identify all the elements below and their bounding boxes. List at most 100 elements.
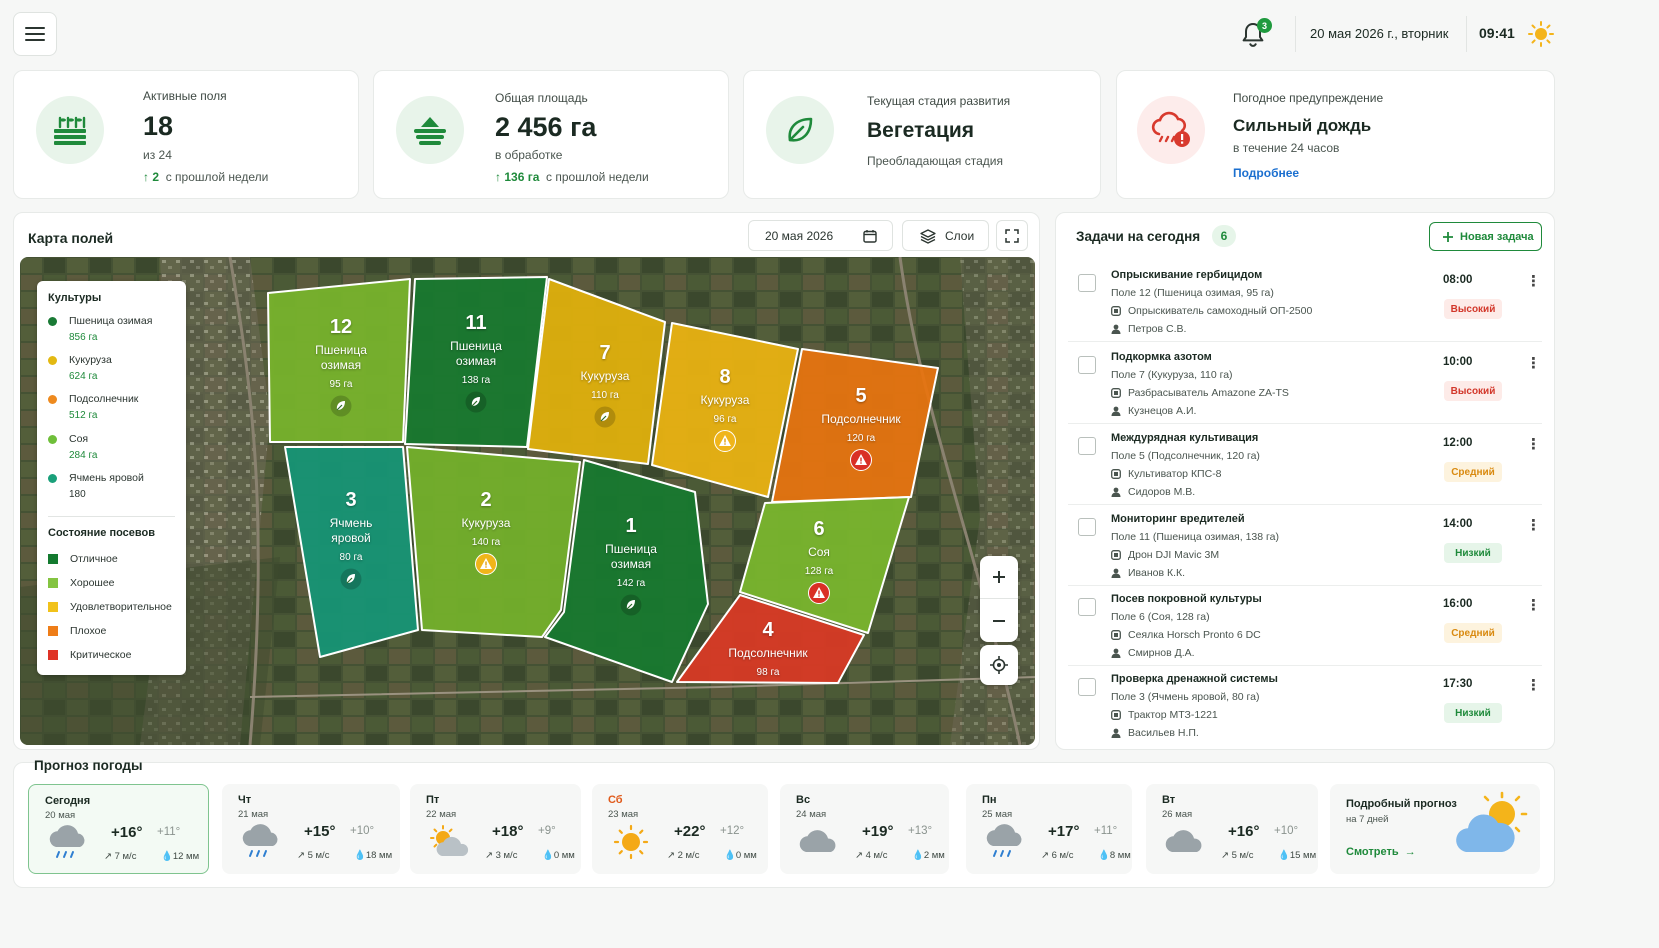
equipment-icon [1111, 550, 1121, 560]
person-icon [1111, 728, 1121, 738]
weather-day-card[interactable]: Пн 25 мая +17° +11° ↗ 6 м/с 💧8 мм [966, 784, 1132, 874]
cloud-icon [798, 824, 840, 860]
detail-link[interactable]: Смотреть → [1346, 846, 1416, 858]
details-link[interactable]: Подробнее [1233, 166, 1300, 180]
droplet-icon: 💧 [542, 850, 554, 861]
field-crop: Кукуруза [580, 369, 630, 383]
task-title: Междурядная культивация [1111, 432, 1259, 444]
map-date-label: 20 мая 2026 [765, 228, 834, 243]
field-crop: Пшеница [450, 339, 502, 353]
task-field: Поле 12 (Пшеница озимая, 95 га) [1111, 287, 1274, 299]
field-crop-2: озимая [610, 557, 652, 571]
field-crop-2: яровой [331, 531, 371, 545]
map-date-picker[interactable]: 20 мая 2026 [748, 220, 893, 251]
field-label-12: 12 Пшеница озимая 95 га [281, 316, 401, 417]
field-crop: Кукуруза [700, 393, 750, 407]
legend-state: Удовлетворительное [48, 601, 172, 613]
wind-arrow-icon: ↗ [1221, 850, 1229, 861]
weather-day-card[interactable]: Пт 22 мая +18° +9° ↗ 3 м/с 💧0 мм [410, 784, 581, 874]
fullscreen-button[interactable] [996, 220, 1028, 251]
leaf-status-icon [594, 406, 616, 428]
weather-day-card[interactable]: Сегодня 20 мая +16° +11° ↗ 7 м/с 💧12 мм [28, 784, 209, 874]
weather-day-date: 23 мая [608, 809, 639, 820]
weather-day-card[interactable]: Чт 21 мая +15° +10° ↗ 5 м/с 💧18 мм [222, 784, 400, 874]
weather-temp-high: +22° [674, 823, 706, 840]
weather-precip: 💧2 мм [912, 850, 945, 861]
weather-day-card[interactable]: Вс 24 мая +19° +13° ↗ 4 м/с 💧2 мм [780, 784, 949, 874]
task-checkbox[interactable] [1078, 274, 1096, 292]
task-time: 10:00 [1443, 356, 1473, 368]
field-crop-2: озимая [320, 358, 362, 372]
person-icon [1111, 648, 1121, 658]
field-3[interactable] [284, 446, 419, 658]
weather-temp-high: +19° [862, 823, 894, 840]
field-number: 5 [855, 385, 867, 407]
leaf-status-icon [330, 395, 352, 417]
field-crop: Кукуруза [461, 516, 511, 530]
kpi-active-fields: Активные поля 18 из 24 ↑ 2 с прошлой нед… [13, 70, 359, 199]
weather-temp-low: +10° [1274, 825, 1299, 837]
weather-day-card[interactable]: Сб 23 мая +22° +12° ↗ 2 м/с 💧0 мм [592, 784, 768, 874]
weather-detail-card[interactable]: Подробный прогноз на 7 дней Смотреть → [1330, 784, 1540, 874]
crops-legend-title: Культуры [48, 292, 102, 304]
layers-label: Слои [945, 228, 975, 243]
task-checkbox[interactable] [1078, 598, 1096, 616]
task-checkbox[interactable] [1078, 437, 1096, 455]
more-options-icon[interactable]: ⋮ [1526, 436, 1541, 453]
map-legend: Культуры Пшеница озимая 856 га Кукуруза 62… [37, 281, 186, 675]
weather-precip: 💧0 мм [724, 850, 757, 861]
task-time: 08:00 [1443, 274, 1473, 286]
task-item[interactable]: Посев покровной культуры Поле 6 (Соя, 128… [1068, 586, 1542, 666]
task-field: Поле 6 (Соя, 128 га) [1111, 611, 1210, 623]
field-1[interactable] [544, 459, 709, 683]
field-8[interactable] [651, 322, 799, 498]
field-crop: Ячмень [329, 516, 373, 530]
more-options-icon[interactable]: ⋮ [1526, 273, 1541, 290]
field-4[interactable] [676, 594, 865, 684]
tasks-count-badge: 6 [1212, 225, 1236, 247]
leaf-icon [788, 117, 813, 142]
locate-button[interactable] [980, 645, 1018, 685]
more-options-icon[interactable]: ⋮ [1526, 517, 1541, 534]
task-item[interactable]: Подкормка азотом Поле 7 (Кукуруза, 110 га… [1068, 344, 1542, 424]
task-item[interactable]: Проверка дренажной системы Поле 3 (Ячмень… [1068, 666, 1542, 746]
menu-button[interactable] [13, 12, 57, 56]
task-item[interactable]: Мониторинг вредителей Поле 11 (Пшеница оз… [1068, 506, 1542, 586]
weather-day-name: Чт [238, 794, 252, 806]
more-options-icon[interactable]: ⋮ [1526, 677, 1541, 694]
more-options-icon[interactable]: ⋮ [1526, 355, 1541, 372]
task-checkbox[interactable] [1078, 518, 1096, 536]
task-checkbox[interactable] [1078, 678, 1096, 696]
task-person: Петров С.В. [1111, 323, 1186, 335]
weather-day-date: 24 мая [796, 809, 827, 820]
more-options-icon[interactable]: ⋮ [1526, 597, 1541, 614]
task-item[interactable]: Опрыскивание гербицидом Поле 12 (Пшеница … [1068, 262, 1542, 342]
task-person: Сидоров М.В. [1111, 486, 1195, 498]
zoom-in-button[interactable] [980, 556, 1018, 599]
task-priority-badge: Низкий [1444, 703, 1502, 723]
field-crop: Соя [808, 545, 830, 559]
field-crop: Пшеница [605, 542, 657, 556]
task-checkbox[interactable] [1078, 356, 1096, 374]
notifications-button[interactable]: 3 [1240, 18, 1274, 50]
field-label-5: 5 Подсолнечник 120 га [800, 385, 922, 471]
task-title: Посев покровной культуры [1111, 593, 1262, 605]
zoom-out-button[interactable] [980, 599, 1018, 642]
weather-day-card[interactable]: Вт 26 мая +16° +10° ↗ 5 м/с 💧15 мм [1146, 784, 1318, 874]
field-label-8: 8 Кукуруза 96 га [666, 366, 784, 452]
task-time: 12:00 [1443, 437, 1473, 449]
field-area: 110 га [591, 390, 619, 401]
task-item[interactable]: Междурядная культивация Поле 5 (Подсолнеч… [1068, 425, 1542, 505]
field-11[interactable] [404, 276, 548, 448]
field-12[interactable] [267, 278, 411, 443]
field-6[interactable] [739, 496, 910, 634]
rain-cloud-icon [984, 824, 1026, 860]
weather-day-name: Сегодня [45, 795, 91, 807]
new-task-button[interactable]: Новая задача [1429, 222, 1542, 251]
seedling-rows-icon [54, 116, 86, 145]
field-2[interactable] [406, 446, 581, 638]
layers-button[interactable]: Слои [902, 220, 989, 251]
weather-precip: 💧18 мм [354, 850, 393, 861]
field-5[interactable] [771, 348, 939, 503]
field-7[interactable] [527, 278, 666, 465]
